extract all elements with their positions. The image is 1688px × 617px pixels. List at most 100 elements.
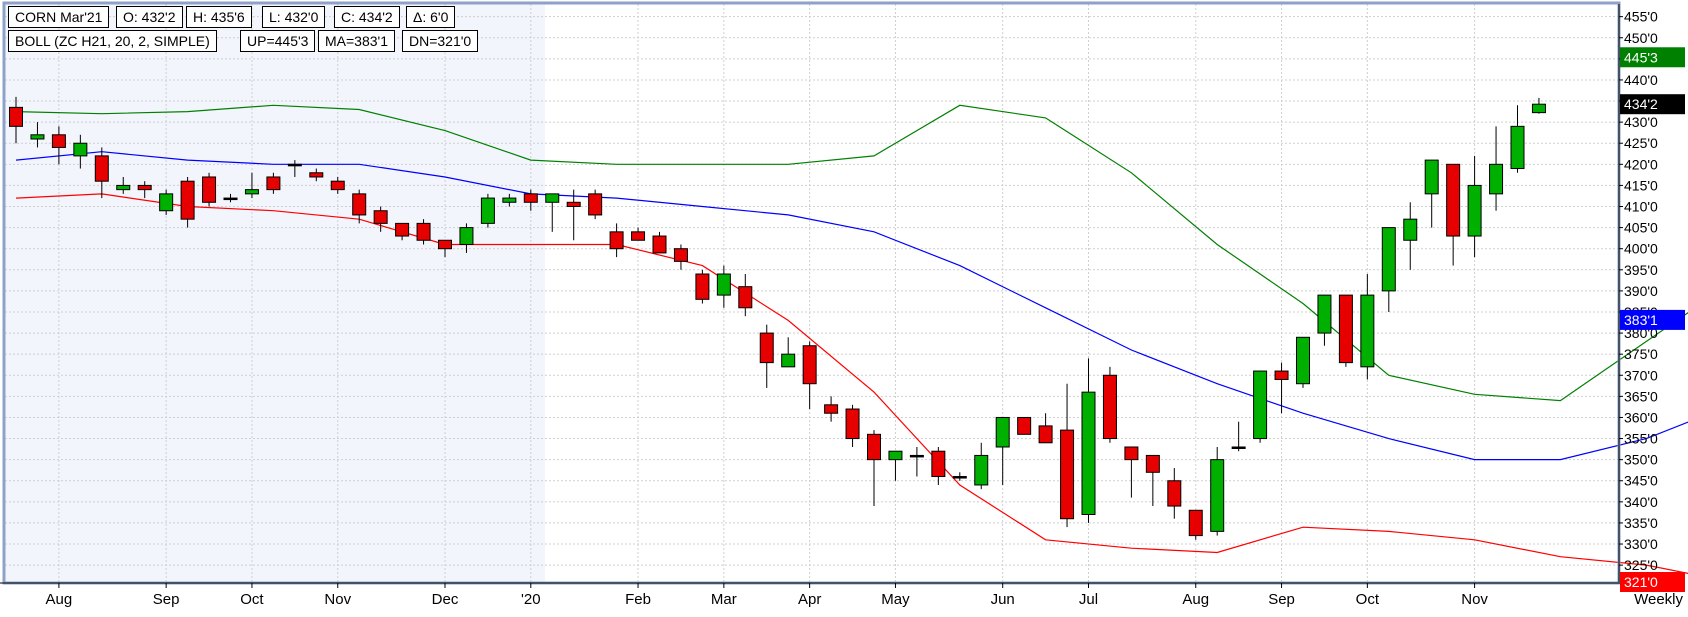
candle-body bbox=[1081, 391, 1096, 515]
price-tag-bg bbox=[1620, 94, 1685, 115]
candle bbox=[888, 450, 903, 481]
candle bbox=[695, 269, 710, 304]
candle bbox=[309, 168, 324, 182]
candle bbox=[1017, 416, 1032, 435]
candle-body bbox=[1467, 184, 1482, 237]
candle bbox=[459, 223, 474, 253]
x-tick-label: Sep bbox=[1268, 591, 1295, 608]
candle bbox=[867, 430, 881, 507]
middle-band-line bbox=[15, 151, 1688, 461]
candle-body bbox=[566, 201, 581, 208]
candle-body bbox=[73, 142, 88, 157]
high-label: H: 435'6 bbox=[186, 6, 252, 28]
candle bbox=[73, 134, 88, 169]
candle-body bbox=[1253, 370, 1268, 440]
candle-body bbox=[845, 408, 860, 440]
candle bbox=[480, 193, 495, 228]
price-tag-label: 434'2 bbox=[1624, 96, 1658, 112]
candle bbox=[159, 189, 174, 215]
candle bbox=[1446, 163, 1461, 266]
price-tag: 445'3 bbox=[1620, 47, 1685, 68]
candle bbox=[995, 416, 1010, 485]
candle bbox=[738, 274, 753, 317]
price-tag: 434'2 bbox=[1620, 94, 1685, 115]
candle-body bbox=[51, 134, 66, 148]
candle bbox=[1167, 468, 1182, 519]
candle bbox=[652, 231, 667, 254]
y-tick-label: 350'0 bbox=[1624, 452, 1658, 468]
low-label: L: 432'0 bbox=[262, 6, 326, 28]
candle bbox=[116, 176, 131, 194]
x-tick-label: '20 bbox=[521, 591, 541, 608]
candle bbox=[909, 446, 924, 477]
candle bbox=[931, 446, 946, 485]
period-label: Weekly bbox=[1634, 591, 1683, 608]
candle bbox=[1489, 126, 1504, 211]
delta-label: Δ: 6'0 bbox=[406, 6, 456, 28]
candle-body bbox=[738, 286, 753, 309]
middle-band-label: MA=383'1 bbox=[318, 30, 395, 52]
candle-body bbox=[716, 273, 731, 296]
y-tick-label: 430'0 bbox=[1624, 114, 1658, 130]
price-tag-bg bbox=[1620, 309, 1685, 330]
candle bbox=[1038, 413, 1053, 444]
candle-body bbox=[909, 454, 924, 458]
candle bbox=[824, 396, 839, 422]
price-tag: 383'1 bbox=[1620, 309, 1685, 330]
candle-body bbox=[1017, 416, 1032, 435]
candle-body bbox=[309, 172, 324, 178]
candle bbox=[1124, 446, 1139, 498]
price-tag-label: 445'3 bbox=[1624, 49, 1658, 65]
candle bbox=[1403, 202, 1418, 270]
candle-body bbox=[180, 180, 195, 220]
x-tick-label: Nov bbox=[324, 591, 351, 608]
candle-body bbox=[1446, 163, 1461, 237]
candle-body bbox=[931, 450, 946, 478]
candle-body bbox=[781, 353, 796, 368]
y-tick-label: 370'0 bbox=[1624, 367, 1658, 383]
candle bbox=[781, 337, 796, 368]
x-tick-label: Jul bbox=[1079, 591, 1098, 608]
candle-body bbox=[673, 248, 688, 262]
x-tick-label: Nov bbox=[1461, 591, 1488, 608]
candle-body bbox=[695, 273, 710, 300]
candle bbox=[1253, 370, 1268, 443]
candle-body bbox=[802, 345, 817, 385]
x-tick-label: Sep bbox=[153, 591, 180, 608]
candle-body bbox=[352, 193, 367, 216]
candle-body bbox=[244, 189, 259, 195]
candle-body bbox=[480, 197, 495, 224]
candle-body bbox=[1274, 370, 1289, 380]
candle bbox=[609, 223, 624, 258]
candle bbox=[1338, 294, 1353, 367]
candle-body bbox=[1531, 103, 1546, 114]
price-tag-bg bbox=[1620, 572, 1685, 592]
candle-body bbox=[137, 184, 152, 191]
candle bbox=[1531, 97, 1546, 114]
price-tag-bg bbox=[1620, 47, 1685, 68]
candle-body bbox=[94, 155, 109, 182]
candle-body bbox=[395, 222, 410, 237]
x-tick-label: Oct bbox=[1356, 591, 1380, 608]
x-tick-label: Apr bbox=[798, 591, 821, 608]
candle bbox=[1188, 509, 1203, 540]
candle bbox=[845, 404, 860, 447]
candle-body bbox=[588, 193, 603, 216]
candle-body bbox=[287, 163, 302, 167]
candle-body bbox=[652, 235, 667, 254]
candle bbox=[1296, 336, 1310, 388]
x-tick-label: Feb bbox=[625, 591, 651, 608]
x-tick-label: May bbox=[881, 591, 910, 608]
candle-body bbox=[1381, 227, 1396, 292]
candle-body bbox=[1060, 429, 1075, 520]
candle bbox=[94, 147, 109, 199]
candle bbox=[545, 193, 560, 232]
candle-body bbox=[888, 450, 903, 461]
candle bbox=[1467, 155, 1482, 258]
y-tick-label: 440'0 bbox=[1624, 72, 1658, 88]
candle-body bbox=[223, 197, 238, 201]
candle bbox=[1081, 358, 1096, 523]
candle bbox=[266, 172, 281, 194]
